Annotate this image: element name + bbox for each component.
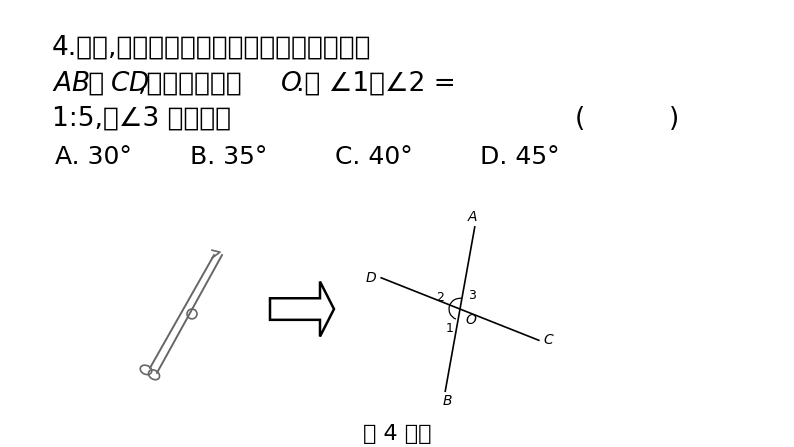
Text: B: B <box>442 394 452 408</box>
Text: 第 4 题图: 第 4 题图 <box>363 424 431 444</box>
Text: 4.如图,我们将食品夹的两边抽象为两条直线: 4.如图,我们将食品夹的两边抽象为两条直线 <box>52 34 372 60</box>
Text: C: C <box>544 333 553 347</box>
Text: O: O <box>465 313 476 327</box>
Text: A. 30°: A. 30° <box>55 145 132 169</box>
Text: .若 ∠1：∠2 =: .若 ∠1：∠2 = <box>296 71 456 97</box>
Text: D: D <box>365 271 376 285</box>
Text: D. 45°: D. 45° <box>480 145 560 169</box>
Text: 与: 与 <box>80 71 113 97</box>
Text: ,它们相交于点: ,它们相交于点 <box>138 71 250 97</box>
Text: 1: 1 <box>446 322 454 335</box>
Text: B. 35°: B. 35° <box>190 145 268 169</box>
Text: $AB$: $AB$ <box>52 71 90 97</box>
Text: A: A <box>468 210 477 224</box>
Text: $CD$: $CD$ <box>110 71 149 97</box>
Text: C. 40°: C. 40° <box>335 145 413 169</box>
Text: 3: 3 <box>468 289 476 302</box>
Polygon shape <box>270 282 334 337</box>
Text: $O$: $O$ <box>280 71 302 97</box>
Text: 1:5,则∠3 的度数为: 1:5,则∠3 的度数为 <box>52 106 231 132</box>
Text: 2: 2 <box>436 291 444 304</box>
Text: (          ): ( ) <box>575 106 679 132</box>
